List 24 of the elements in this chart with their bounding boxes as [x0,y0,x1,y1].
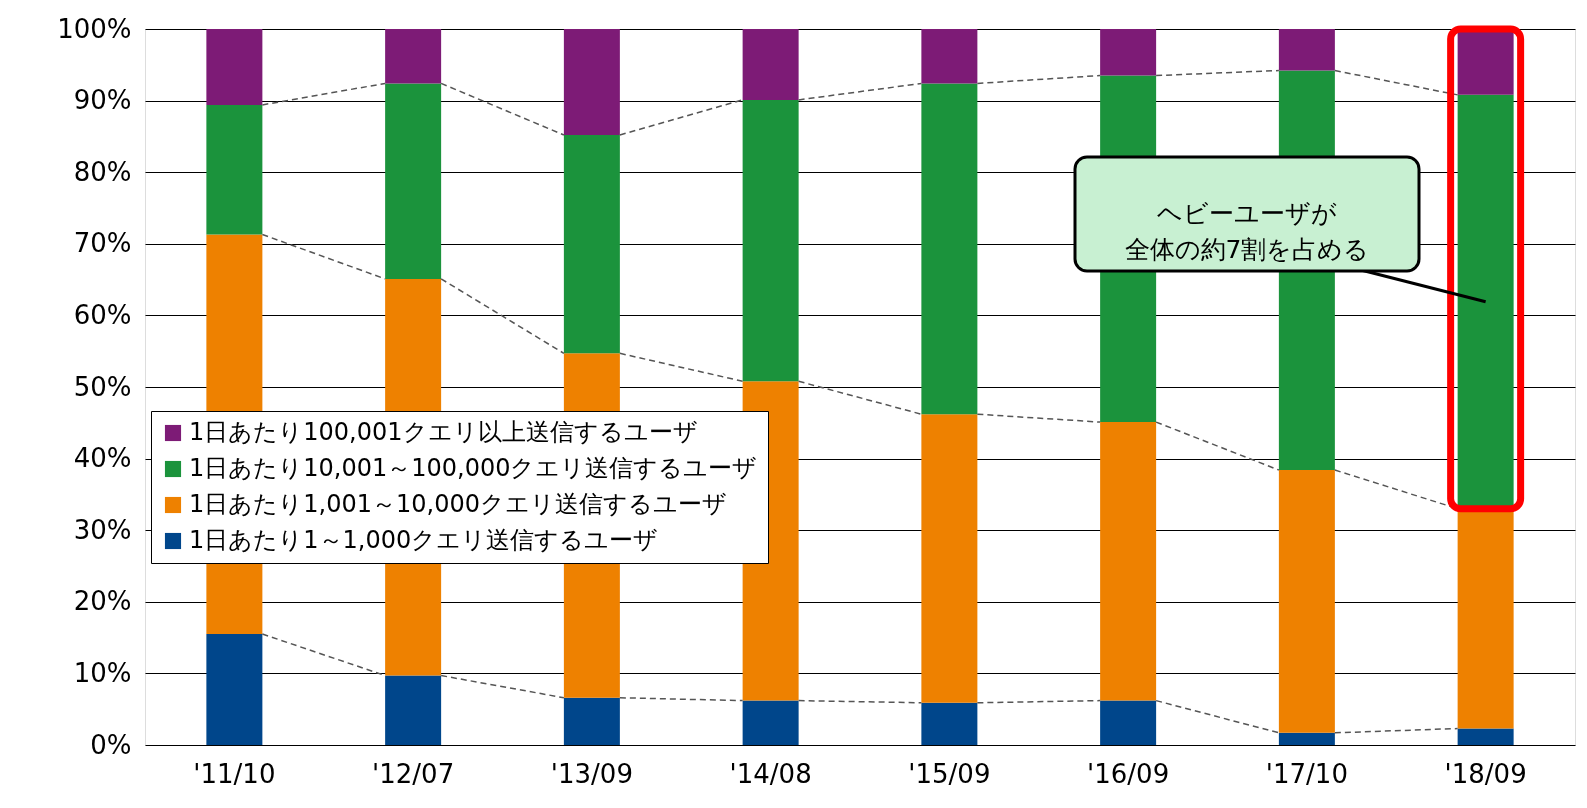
legend-label: 1日あたり1,001～10,000クエリ送信するユーザ [189,490,727,518]
legend-label: 1日あたり1～1,000クエリ送信するユーザ [189,526,659,554]
legend-label: 1日あたり100,001クエリ以上送信するユーザ [189,418,698,446]
y-tick-label: 40% [73,443,132,474]
y-tick-label: 10% [73,657,132,688]
x-tick-label: '18/09 [1444,758,1527,789]
y-tick-label: 100% [57,13,132,44]
y-tick-label: 80% [73,156,132,187]
annotation: ヘビーユーザが全体の約7割を占める [1124,199,1370,264]
y-tick-label: 70% [73,228,132,259]
y-tick-label: 90% [73,85,132,116]
y-tick-label: 60% [73,299,132,330]
x-tick-label: '13/09 [550,758,633,789]
legend-label: 1日あたり10,001～100,000クエリ送信するユーザ [189,454,758,482]
y-tick-label: 0% [90,729,132,760]
x-tick-label: '15/09 [908,758,991,789]
x-tick-label: '14/08 [729,758,812,789]
y-tick-label: 30% [73,514,132,545]
x-tick-label: '16/09 [1087,758,1170,789]
y-tick-label: 20% [73,586,132,617]
x-tick-label: '11/10 [193,758,276,789]
x-tick-label: '12/07 [372,758,455,789]
x-tick-label: '17/10 [1265,758,1348,789]
y-tick-label: 50% [73,371,132,402]
